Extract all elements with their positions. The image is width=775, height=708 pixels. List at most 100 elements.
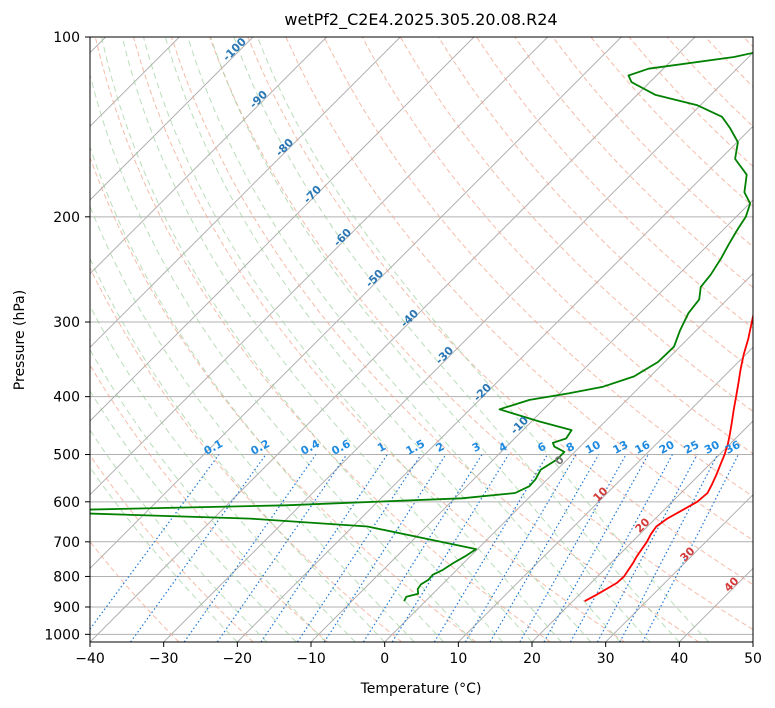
mixing-ratio-label: 1 bbox=[375, 440, 388, 455]
dry-adiabat bbox=[90, 454, 254, 642]
x-tick-label: 10 bbox=[449, 651, 467, 667]
x-tick-label: 40 bbox=[670, 651, 688, 667]
moist-adiabat bbox=[90, 257, 386, 642]
x-axis-label: Temperature (°C) bbox=[360, 681, 482, 697]
moist-adiabat bbox=[121, 37, 533, 642]
mixing-ratio-label: 20 bbox=[657, 438, 677, 457]
series-layer bbox=[90, 51, 753, 602]
mixing-ratio-label: 13 bbox=[611, 438, 631, 457]
y-tick-label: 600 bbox=[53, 495, 80, 511]
x-tick-label: −20 bbox=[223, 651, 253, 667]
mixing-ratio-line bbox=[260, 454, 388, 642]
mixing-ratio-label: 30 bbox=[702, 438, 722, 457]
moist-adiabat bbox=[257, 37, 710, 642]
moist-adiabat bbox=[101, 37, 503, 642]
isotherm-line bbox=[90, 37, 401, 349]
isotherm-line bbox=[457, 346, 753, 642]
mixing-ratio-line bbox=[464, 454, 577, 642]
moist-adiabat bbox=[233, 37, 680, 642]
x-tick-label: −30 bbox=[149, 651, 179, 667]
y-tick-label: 500 bbox=[53, 448, 80, 464]
mixing-ratio-line bbox=[90, 454, 220, 631]
moist-adiabat bbox=[90, 429, 268, 642]
isotherm-line bbox=[236, 125, 753, 642]
mixing-ratio-label: 6 bbox=[535, 440, 548, 455]
moist-adiabat bbox=[90, 205, 415, 642]
mixing-ratio-line bbox=[489, 454, 600, 642]
moist-adiabat bbox=[210, 37, 651, 642]
dry-adiabat-label: -90 bbox=[247, 88, 270, 111]
dry-adiabat-label: 0 bbox=[552, 453, 567, 468]
y-axis: 100 200 300 400 500 600 700 800 900 1000 bbox=[44, 30, 90, 643]
isotherm-line bbox=[163, 51, 753, 642]
mixing-ratio-line bbox=[433, 454, 548, 642]
mixing-ratio-line bbox=[130, 454, 267, 642]
dry-adiabat-label: -40 bbox=[398, 307, 421, 330]
dry-adiabat bbox=[437, 37, 753, 371]
dry-adiabat bbox=[132, 37, 625, 642]
y-tick-label: 300 bbox=[53, 315, 80, 331]
mixing-ratio-line bbox=[362, 454, 483, 642]
moist-adiabat bbox=[143, 37, 562, 642]
dry-adiabat-label: -30 bbox=[433, 344, 456, 367]
y-tick-label: 700 bbox=[53, 535, 80, 551]
mixing-ratio-line bbox=[619, 454, 719, 642]
chart-title: wetPf2_C2E4.2025.305.20.08.R24 bbox=[284, 10, 557, 30]
moist-adiabat bbox=[90, 348, 327, 642]
dry-adiabat bbox=[285, 37, 753, 541]
mixing-ratio-line bbox=[391, 454, 510, 642]
isotherm-line bbox=[90, 37, 254, 201]
dry-adiabat bbox=[90, 266, 403, 642]
mixing-ratio-line bbox=[596, 454, 698, 642]
x-axis: −40 −30 −20 −10 0 10 20 30 40 50 bbox=[75, 642, 762, 667]
dry-adiabat-label: -50 bbox=[363, 267, 386, 290]
dry-adiabat bbox=[514, 37, 753, 289]
dry-adiabat-label: -20 bbox=[471, 381, 494, 404]
dry-adiabat bbox=[247, 37, 753, 586]
y-tick-label: 100 bbox=[53, 30, 80, 46]
x-tick-label: 0 bbox=[380, 651, 389, 667]
isotherm-line bbox=[605, 493, 753, 642]
dry-adiabat-label: -70 bbox=[301, 183, 324, 206]
series-line-0 bbox=[584, 312, 753, 602]
isotherm-line bbox=[90, 37, 696, 642]
isotherm-line bbox=[90, 37, 475, 422]
y-tick-label: 400 bbox=[53, 390, 80, 406]
mixing-ratio-line bbox=[296, 454, 422, 642]
mixing-ratio-label: 36 bbox=[723, 438, 743, 457]
dry-adiabat-label: -60 bbox=[331, 226, 354, 249]
moist-adiabat bbox=[90, 72, 474, 642]
moist-adiabat bbox=[90, 145, 444, 642]
moist-adiabat bbox=[164, 37, 592, 642]
dry-adiabat bbox=[171, 37, 700, 642]
y-tick-label: 1000 bbox=[44, 627, 80, 643]
mixing-ratio-line bbox=[519, 454, 627, 642]
dry-adiabat-label: 20 bbox=[633, 515, 653, 535]
mixing-ratio-line bbox=[569, 454, 673, 642]
dry-adiabat-label: -100 bbox=[220, 35, 249, 64]
dry-adiabat bbox=[552, 37, 753, 248]
dry-adiabat bbox=[361, 37, 753, 455]
mixing-ratio-label: 25 bbox=[682, 438, 702, 457]
mixing-ratio-line bbox=[216, 454, 348, 642]
dry-adiabat bbox=[209, 37, 753, 631]
dry-adiabat-label: -80 bbox=[273, 136, 296, 159]
dry-adiabat bbox=[90, 540, 180, 642]
isotherm-line bbox=[90, 37, 549, 496]
background-lines bbox=[90, 37, 753, 642]
dry-adiabat bbox=[90, 364, 328, 642]
dry-adiabat bbox=[704, 37, 753, 88]
moist-adiabat bbox=[90, 304, 356, 642]
mixing-ratio-label: 10 bbox=[583, 438, 603, 457]
dry-adiabat bbox=[94, 37, 551, 642]
series-line-1 bbox=[90, 51, 753, 602]
mixing-ratio-label: 3 bbox=[470, 440, 483, 455]
x-tick-label: 50 bbox=[744, 651, 762, 667]
x-tick-label: 30 bbox=[597, 651, 615, 667]
mixing-ratio-label: 8 bbox=[564, 440, 577, 455]
dry-adiabat bbox=[90, 155, 477, 642]
dry-adiabat-label: 40 bbox=[722, 574, 742, 594]
moist-adiabat bbox=[187, 37, 621, 642]
x-tick-label: 20 bbox=[523, 651, 541, 667]
y-tick-label: 900 bbox=[53, 600, 80, 616]
